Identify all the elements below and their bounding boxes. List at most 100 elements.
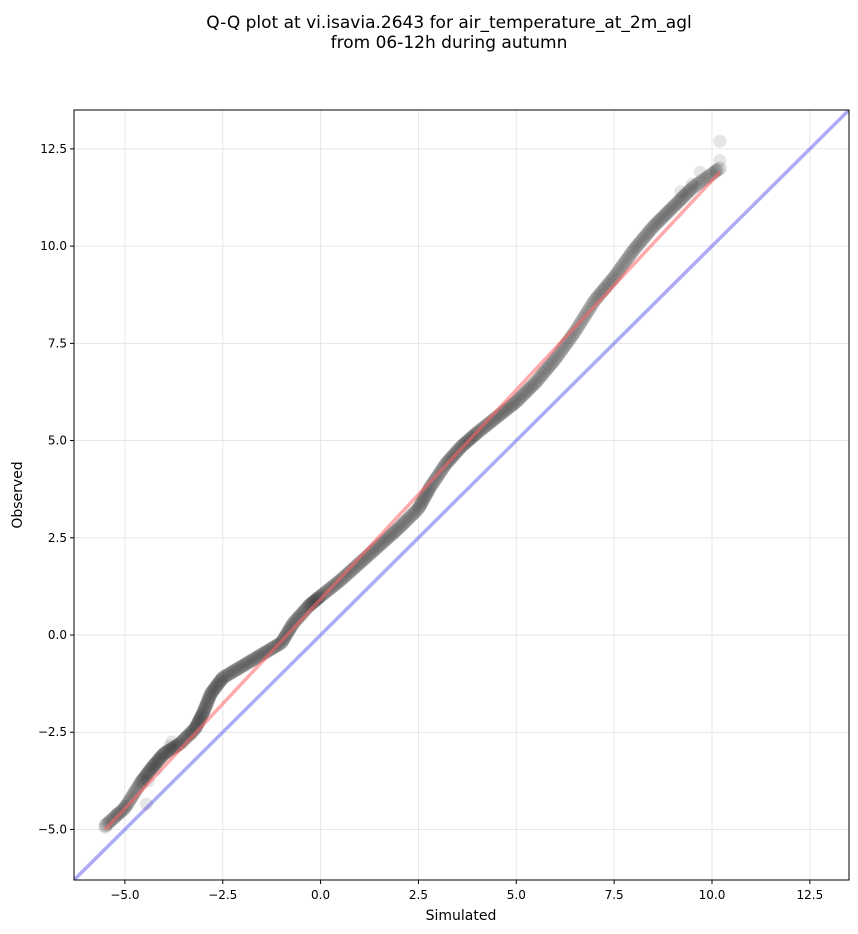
- quantile-point: [685, 180, 700, 195]
- quantile-point: [614, 260, 629, 275]
- quantile-point: [689, 178, 704, 192]
- y-tick-label: 0.0: [48, 628, 67, 642]
- quantile-point: [163, 742, 178, 757]
- x-tick-label: −2.5: [208, 888, 237, 902]
- quantile-point: [206, 683, 221, 697]
- quantile-point: [693, 175, 708, 190]
- quantile-point: [528, 375, 543, 390]
- quantile-point: [150, 754, 165, 769]
- quantile-point: [635, 233, 650, 247]
- quantile-point: [238, 657, 253, 672]
- tail-point: [713, 154, 727, 168]
- quantile-point: [159, 745, 174, 760]
- quantile-point: [410, 503, 425, 517]
- quantile-point: [649, 216, 664, 231]
- quantile-point: [264, 641, 279, 656]
- identity-line: [74, 110, 849, 880]
- quantile-point: [383, 528, 398, 543]
- quantile-point: [618, 254, 633, 269]
- quantile-point: [145, 760, 160, 775]
- quantile-point: [283, 620, 298, 635]
- y-tick-label: 10.0: [40, 239, 67, 253]
- quantile-point: [197, 703, 212, 717]
- quantile-point: [691, 176, 706, 191]
- quantile-point: [338, 568, 353, 583]
- y-tick-label: −5.0: [38, 822, 67, 836]
- x-tick-label: 2.5: [409, 888, 428, 902]
- quantile-point: [506, 396, 521, 411]
- x-tick-label: 10.0: [699, 888, 726, 902]
- quantile-point: [516, 387, 531, 402]
- quantile-point: [211, 676, 226, 691]
- quantile-point: [428, 471, 443, 486]
- quantile-point: [141, 764, 156, 779]
- quantile-point: [647, 218, 662, 233]
- quantile-point: [228, 663, 243, 678]
- quantile-point: [161, 743, 176, 758]
- quantile-point: [235, 659, 250, 674]
- quantile-point: [642, 224, 657, 239]
- quantile-point: [407, 505, 422, 520]
- quantile-point: [542, 358, 557, 373]
- quantile-point: [263, 642, 278, 657]
- quantile-point: [661, 204, 676, 219]
- quantile-point: [311, 591, 326, 606]
- quantile-point: [405, 507, 420, 522]
- quantile-point: [214, 673, 229, 687]
- quantile-point: [413, 498, 428, 513]
- quantile-point: [505, 398, 520, 412]
- quantile-point: [210, 677, 225, 692]
- quantile-point: [138, 769, 153, 784]
- quantile-point: [415, 493, 430, 508]
- quantile-point: [549, 349, 564, 364]
- quantile-point: [202, 689, 217, 704]
- quantile-point: [146, 758, 161, 773]
- grid-lines: [74, 110, 849, 880]
- tail-point: [163, 739, 177, 753]
- quantile-point: [156, 747, 171, 762]
- quantile-point: [375, 536, 390, 551]
- x-tick-label: 12.5: [796, 888, 823, 902]
- quantile-point: [526, 378, 541, 392]
- y-tick-label: 12.5: [40, 142, 67, 156]
- quantile-point: [519, 384, 534, 399]
- quantile-point: [523, 380, 538, 395]
- quantile-point: [213, 674, 228, 689]
- quantile-point: [640, 226, 655, 241]
- axis-ticks: −5.0 −2.5 0.0 2.5 5.0 7.5 10.0 12.5 −5.0 −2.5 0.0 2…: [38, 142, 823, 902]
- quantile-point: [651, 214, 666, 229]
- quantile-point: [207, 681, 222, 696]
- quantile-point: [678, 187, 693, 202]
- quantile-point: [198, 698, 213, 713]
- quantile-point: [510, 393, 525, 408]
- quantile-point: [619, 252, 634, 267]
- quantile-point: [197, 701, 212, 716]
- quantile-point: [403, 509, 418, 524]
- tail-point: [110, 807, 124, 821]
- quantile-point: [570, 320, 585, 335]
- quantile-point: [232, 660, 247, 675]
- quantile-point: [390, 522, 405, 537]
- quantile-point: [200, 696, 215, 711]
- quantile-point: [195, 706, 210, 721]
- quantile-point: [160, 744, 175, 759]
- quantile-point: [226, 664, 241, 679]
- quantile-point: [136, 772, 151, 787]
- quantile-point: [380, 531, 395, 546]
- quantile-point: [632, 236, 647, 251]
- quantile-point: [155, 748, 170, 763]
- quantile-point: [212, 675, 227, 690]
- tail-point: [713, 134, 727, 148]
- quantile-point: [682, 183, 697, 198]
- x-tick-label: 0.0: [311, 888, 330, 902]
- quantile-point: [513, 390, 528, 405]
- quantile-point: [233, 659, 248, 674]
- tail-point: [674, 185, 688, 199]
- quantile-point: [209, 679, 224, 694]
- quantile-point: [538, 363, 553, 378]
- quantile-point: [341, 566, 356, 581]
- quantile-point: [214, 671, 229, 686]
- chart-title-line-2: from 06-12h during autumn: [331, 33, 568, 53]
- quantile-point: [139, 768, 154, 782]
- quantile-point: [551, 348, 566, 362]
